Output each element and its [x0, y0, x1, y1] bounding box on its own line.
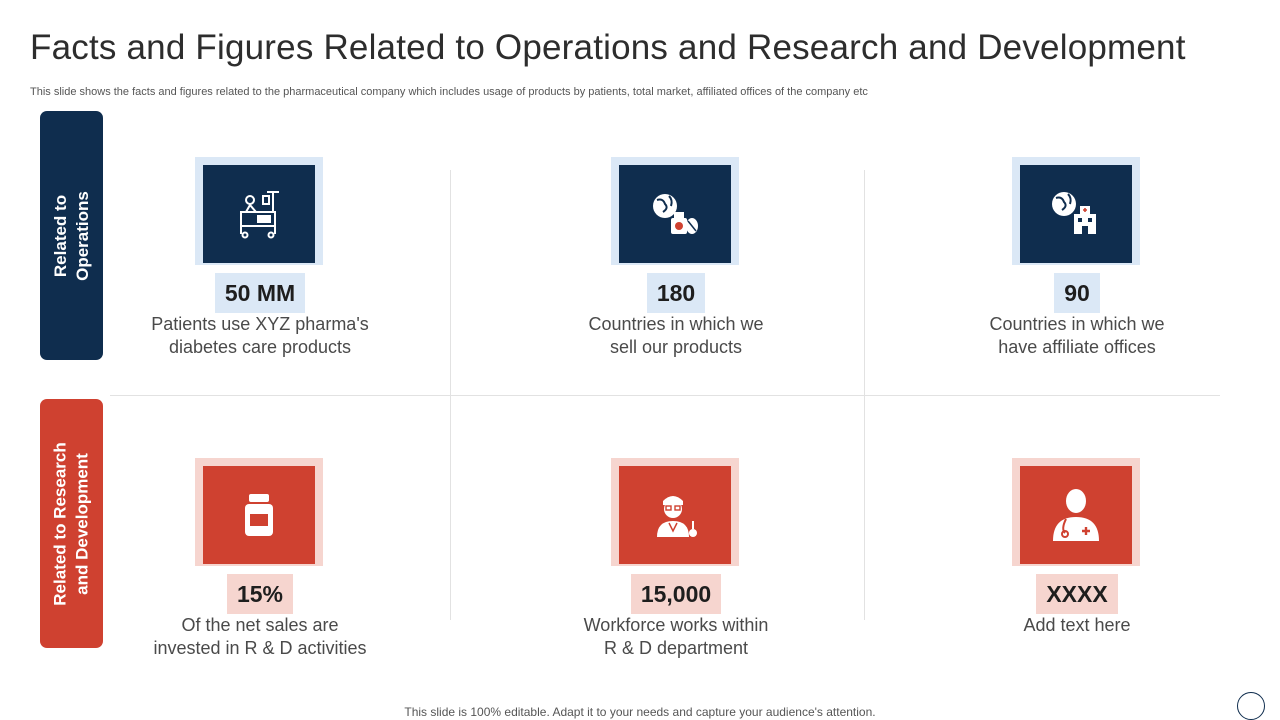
- medicine-bottle-icon: [245, 494, 273, 536]
- stat-value: 15,000: [630, 574, 722, 614]
- globe-medicine-icon: [653, 194, 698, 234]
- stat-value: 90: [1054, 273, 1100, 313]
- stat-value: 50 MM: [214, 273, 306, 313]
- rnd-section-tab: Related to Research and Development: [40, 399, 103, 648]
- stat-value: XXXX: [1036, 574, 1118, 614]
- grid-divider-vertical: [864, 170, 865, 620]
- page-title: Facts and Figures Related to Operations …: [30, 28, 1186, 67]
- operations-section-label: Related to Operations: [50, 190, 92, 281]
- operations-section-tab: Related to Operations: [40, 111, 103, 360]
- stat-description: Workforce works within R & D department: [583, 615, 769, 658]
- globe-hospital-icon: [1052, 192, 1096, 234]
- rnd-section-label: Related to Research and Development: [50, 441, 92, 606]
- footer-note: This slide is 100% editable. Adapt it to…: [404, 705, 876, 719]
- stat-description: Patients use XYZ pharma's diabetes care …: [151, 314, 369, 357]
- scientist-icon: [657, 496, 697, 537]
- stat-description: Countries in which we have affiliate off…: [989, 314, 1165, 357]
- stat-description: Of the net sales are invested in R & D a…: [153, 615, 367, 658]
- grid-divider-vertical: [450, 170, 451, 620]
- stat-description: Add text here: [1023, 615, 1131, 635]
- stat-description: Countries in which we sell our products: [588, 314, 764, 357]
- stat-value: 15%: [226, 574, 294, 614]
- stat-value: 180: [646, 273, 706, 313]
- hospital-bed-icon: [240, 191, 279, 239]
- slide-badge-circle: [1237, 692, 1265, 720]
- grid-divider-horizontal: [110, 395, 1220, 396]
- doctor-icon: [1053, 489, 1099, 541]
- page-subtitle: This slide shows the facts and figures r…: [30, 86, 868, 98]
